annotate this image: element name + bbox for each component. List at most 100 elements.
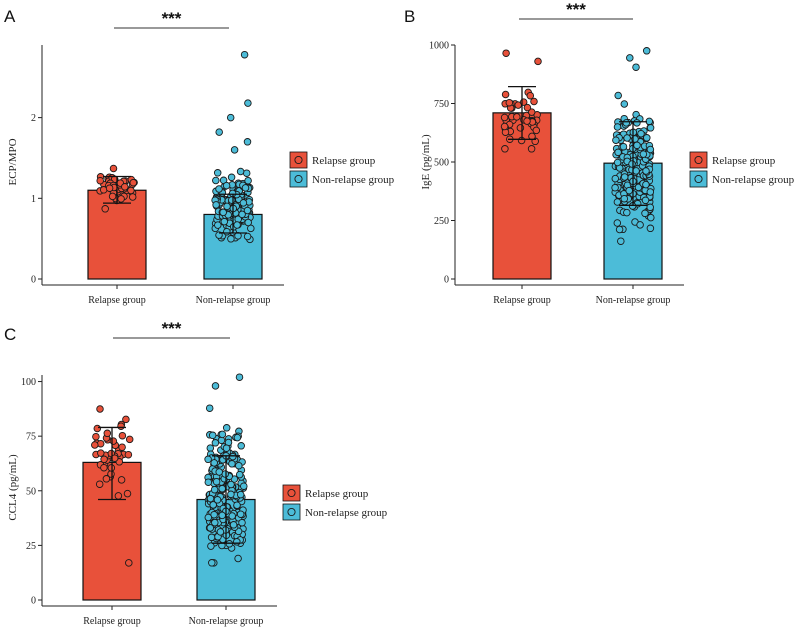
data-point [643,134,651,142]
data-point [625,186,633,195]
data-point [121,183,129,191]
x-tick-label: Relapse group [83,616,141,627]
data-point [233,501,241,509]
data-point [646,188,655,196]
legend-point-icon [294,174,303,184]
y-tick-label: 0 [444,275,449,286]
data-point [205,404,214,412]
data-point [620,173,629,181]
data-point [204,455,212,464]
data-point [222,424,231,432]
y-tick-label: 1000 [429,41,449,52]
data-point [530,97,538,106]
data-point [633,141,641,150]
data-point [127,186,135,195]
data-point [204,478,213,486]
data-point [107,470,115,478]
data-point [215,468,223,476]
data-point [218,430,227,439]
data-point [501,90,510,99]
panel-A: A 0 1 2 ECP/MPO Relapse group Non-relapse grou… [4,7,395,306]
data-point [223,227,231,236]
y-tick-label: 25 [26,541,36,552]
data-point [207,533,216,542]
data-point [646,224,655,233]
data-point [613,198,622,206]
data-point [211,518,219,527]
data-point [623,208,631,217]
data-point [613,123,622,131]
data-point [617,237,625,245]
data-point [642,167,650,175]
data-point [622,119,631,127]
data-point [641,196,650,205]
x-tick-label: Relapse group [493,295,551,306]
x-tick-label: Non-relapse group [596,295,671,306]
data-point [125,559,133,567]
bar-relapse [87,189,147,280]
data-point [612,136,620,144]
data-point [114,492,123,500]
data-point [240,482,248,490]
data-point [220,217,229,226]
data-point [243,138,252,146]
data-point [244,99,252,107]
data-point [212,477,221,486]
data-point [208,431,217,440]
legend-item-non-relapse: Non-relapse group [289,170,395,188]
data-point [100,463,108,472]
data-point [206,444,215,452]
panel-letter: C [4,325,16,344]
data-point [236,167,245,176]
data-point [500,113,509,122]
x-tick-label: Relapse group [88,295,146,306]
data-point [109,164,118,173]
data-point [210,510,218,519]
data-point [209,501,217,509]
y-tick-label: 2 [31,113,36,124]
legend-item-relapse: Relapse group [689,151,776,169]
data-point [230,146,239,154]
data-point [219,208,227,217]
y-tick-label: 250 [434,216,449,227]
data-point [527,145,536,153]
data-point [227,196,236,204]
data-point [502,49,510,57]
data-point [236,490,245,499]
data-point [633,119,641,127]
legend-label: Non-relapse group [712,174,794,186]
data-point [218,511,226,520]
data-point [210,459,218,467]
data-point [534,57,542,66]
significance-label: *** [162,9,182,28]
y-axis-title: IgE (pg/mL) [420,134,432,190]
data-point [229,452,237,461]
legend-item-non-relapse: Non-relapse group [282,503,388,521]
y-axis-title: CCL4 (pg/mL) [7,454,19,521]
data-point [639,150,648,158]
data-point [226,113,235,122]
data-point [215,128,223,136]
legend-point-icon [287,507,296,517]
data-point [117,476,126,484]
data-point [227,173,236,182]
data-point [623,134,631,142]
panel-C: C 0 25 50 75 100 CCL4 (pg/mL) Relapse group Non-… [4,319,388,627]
data-point [233,538,241,546]
data-point [96,405,104,413]
legend-label: Relapse group [312,155,376,167]
data-point [93,424,102,433]
data-point [100,455,108,464]
legend-item-relapse: Relapse group [282,484,369,502]
data-point [215,185,223,193]
data-point [613,158,622,167]
data-point [97,449,105,457]
data-point [227,490,235,499]
y-axis-title: ECP/MPO [7,138,19,185]
y-tick-label: 750 [434,99,449,110]
legend-label: Relapse group [305,488,369,500]
data-point [646,145,655,154]
data-point [505,98,514,107]
legend-label: Non-relapse group [312,174,395,186]
